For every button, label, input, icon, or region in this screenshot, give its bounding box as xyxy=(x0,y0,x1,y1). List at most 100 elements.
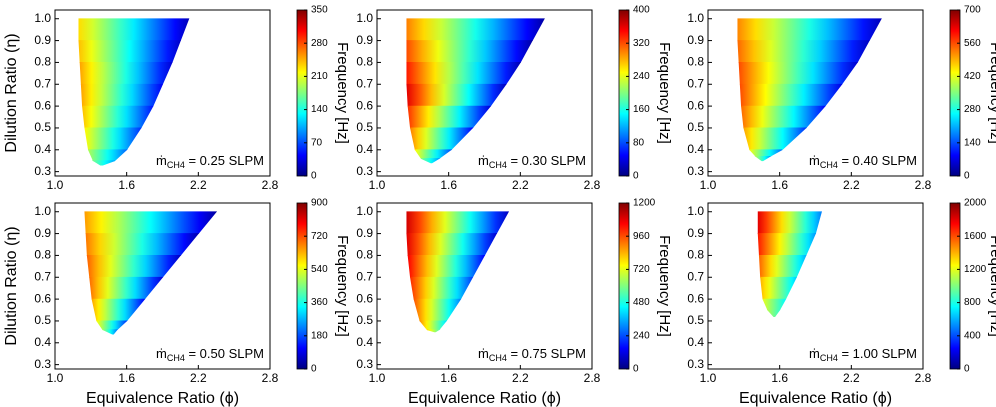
contour-band xyxy=(84,127,142,151)
colorbar-tick-label: 1200 xyxy=(633,198,656,209)
colorbar-tick-label: 480 xyxy=(633,297,650,308)
colorbar-tick-label: 160 xyxy=(633,104,650,115)
colorbar xyxy=(949,9,961,177)
contour-band xyxy=(406,40,533,63)
y-tick-label: 1.0 xyxy=(687,204,704,218)
contour-band xyxy=(78,18,190,41)
y-tick-label: 0.9 xyxy=(34,33,51,47)
contour-band xyxy=(406,83,507,107)
x-tick-label: 1.6 xyxy=(118,371,135,385)
plot-frame xyxy=(54,9,271,177)
contour-band xyxy=(758,255,807,278)
colorbar-label: Frequency [Hz] xyxy=(987,42,996,144)
colorbar-label: Frequency [Hz] xyxy=(656,42,673,144)
colorbar-tick-label: 400 xyxy=(633,5,650,16)
contour-band xyxy=(743,127,807,151)
y-tick-label: 1.0 xyxy=(356,11,373,25)
y-tick-label: 0.5 xyxy=(34,120,51,134)
annotation-subscript: CH4 xyxy=(489,160,507,170)
annotation: ṁCH4 = 0.40 SLPM xyxy=(809,153,917,170)
contour-band xyxy=(757,233,817,256)
colorbar-tick-label: 360 xyxy=(311,297,328,308)
contour-band xyxy=(409,276,474,300)
contour-band xyxy=(96,320,128,331)
contour-band xyxy=(80,83,164,107)
x-tick-label: 2.2 xyxy=(190,178,207,192)
colorbar-tick-label: 140 xyxy=(311,104,328,115)
y-tick-label: 0.6 xyxy=(34,98,51,112)
contour-band xyxy=(91,298,146,322)
annotation-text: = 1.00 SLPM xyxy=(838,346,917,361)
colorbar xyxy=(618,202,630,370)
x-tick-label: 1.0 xyxy=(700,371,717,385)
colorbar-tick-label: 0 xyxy=(964,171,970,182)
x-tick-label: 1.6 xyxy=(771,371,788,385)
x-tick-label: 1.0 xyxy=(700,178,717,192)
colorbar-tick-label: 0 xyxy=(964,364,970,375)
colorbar-tick-label: 350 xyxy=(311,5,328,16)
plot-frame xyxy=(707,9,924,177)
contour-band xyxy=(738,62,859,85)
x-tick-label: 1.6 xyxy=(440,178,457,192)
panel: 1.0 1.6 2.2 2.8 0.3 0.4 0.5 0.6 0.7 0.8 0.9 1.0 ṁCH4… xyxy=(687,5,996,193)
annotation-subscript: CH4 xyxy=(820,353,838,363)
annotation-text: = 0.40 SLPM xyxy=(838,153,917,168)
x-tick-label: 1.0 xyxy=(47,371,64,385)
colorbar-tick-label: 400 xyxy=(964,330,981,341)
contour-band xyxy=(89,276,164,300)
x-tick-label: 2.8 xyxy=(584,178,601,192)
contour-band xyxy=(407,105,492,129)
y-tick-label: 0.8 xyxy=(34,248,51,262)
y-tick-label: 0.9 xyxy=(356,33,373,47)
annotation-symbol: ṁ xyxy=(478,346,489,361)
y-tick-label: 0.7 xyxy=(687,76,704,90)
y-tick-label: 0.6 xyxy=(34,291,51,305)
y-tick-label: 0.7 xyxy=(34,269,51,283)
colorbar-tick-label: 900 xyxy=(311,198,328,209)
colorbar-tick-label: 720 xyxy=(311,231,328,242)
y-tick-label: 0.4 xyxy=(34,335,51,349)
contour-band xyxy=(406,211,510,234)
colorbar-tick-label: 0 xyxy=(311,171,317,182)
y-tick-label: 1.0 xyxy=(687,11,704,25)
y-tick-label: 0.5 xyxy=(34,313,51,327)
plot-frame xyxy=(376,202,593,370)
contour-band xyxy=(419,320,448,331)
colorbar-tick-label: 240 xyxy=(633,330,650,341)
y-tick-label: 0.7 xyxy=(687,269,704,283)
plot-frame xyxy=(376,9,593,177)
colorbar-tick-label: 180 xyxy=(311,330,328,341)
x-tick-label: 2.2 xyxy=(843,371,860,385)
x-tick-label: 2.2 xyxy=(843,178,860,192)
y-tick-label: 1.0 xyxy=(356,204,373,218)
x-tick-label: 2.2 xyxy=(512,178,529,192)
annotation-subscript: CH4 xyxy=(167,160,185,170)
colorbar-tick-label: 280 xyxy=(964,104,981,115)
y-tick-label: 0.3 xyxy=(687,164,704,178)
y-tick-label: 0.3 xyxy=(687,357,704,371)
contour-band xyxy=(84,211,218,234)
y-tick-label: 0.9 xyxy=(687,33,704,47)
colorbar-label: Frequency [Hz] xyxy=(334,42,351,144)
y-axis-label: Dilution Ratio (η) xyxy=(3,33,20,152)
y-tick-label: 0.7 xyxy=(356,76,373,90)
contour-band xyxy=(82,105,154,129)
colorbar-tick-label: 320 xyxy=(633,38,650,49)
contour-band xyxy=(79,62,173,85)
x-tick-label: 2.8 xyxy=(915,178,932,192)
annotation-symbol: ṁ xyxy=(809,346,820,361)
contour-band xyxy=(762,298,787,311)
y-tick-label: 0.8 xyxy=(356,55,373,69)
contour-band xyxy=(413,298,462,322)
annotation-symbol: ṁ xyxy=(156,346,167,361)
contour-band xyxy=(407,255,486,278)
colorbar-tick-label: 540 xyxy=(311,264,328,275)
y-tick-label: 0.7 xyxy=(356,269,373,283)
contour-band xyxy=(78,40,181,63)
colorbar-tick-label: 560 xyxy=(964,38,981,49)
colorbar-tick-label: 960 xyxy=(633,231,650,242)
panel: 1.0 1.6 2.2 2.8 0.3 0.4 0.5 0.6 0.7 0.8 0.9 1.0 Equi… xyxy=(3,198,351,407)
colorbar-tick-label: 2000 xyxy=(964,198,987,209)
colorbar xyxy=(618,9,630,177)
x-tick-label: 1.6 xyxy=(118,178,135,192)
